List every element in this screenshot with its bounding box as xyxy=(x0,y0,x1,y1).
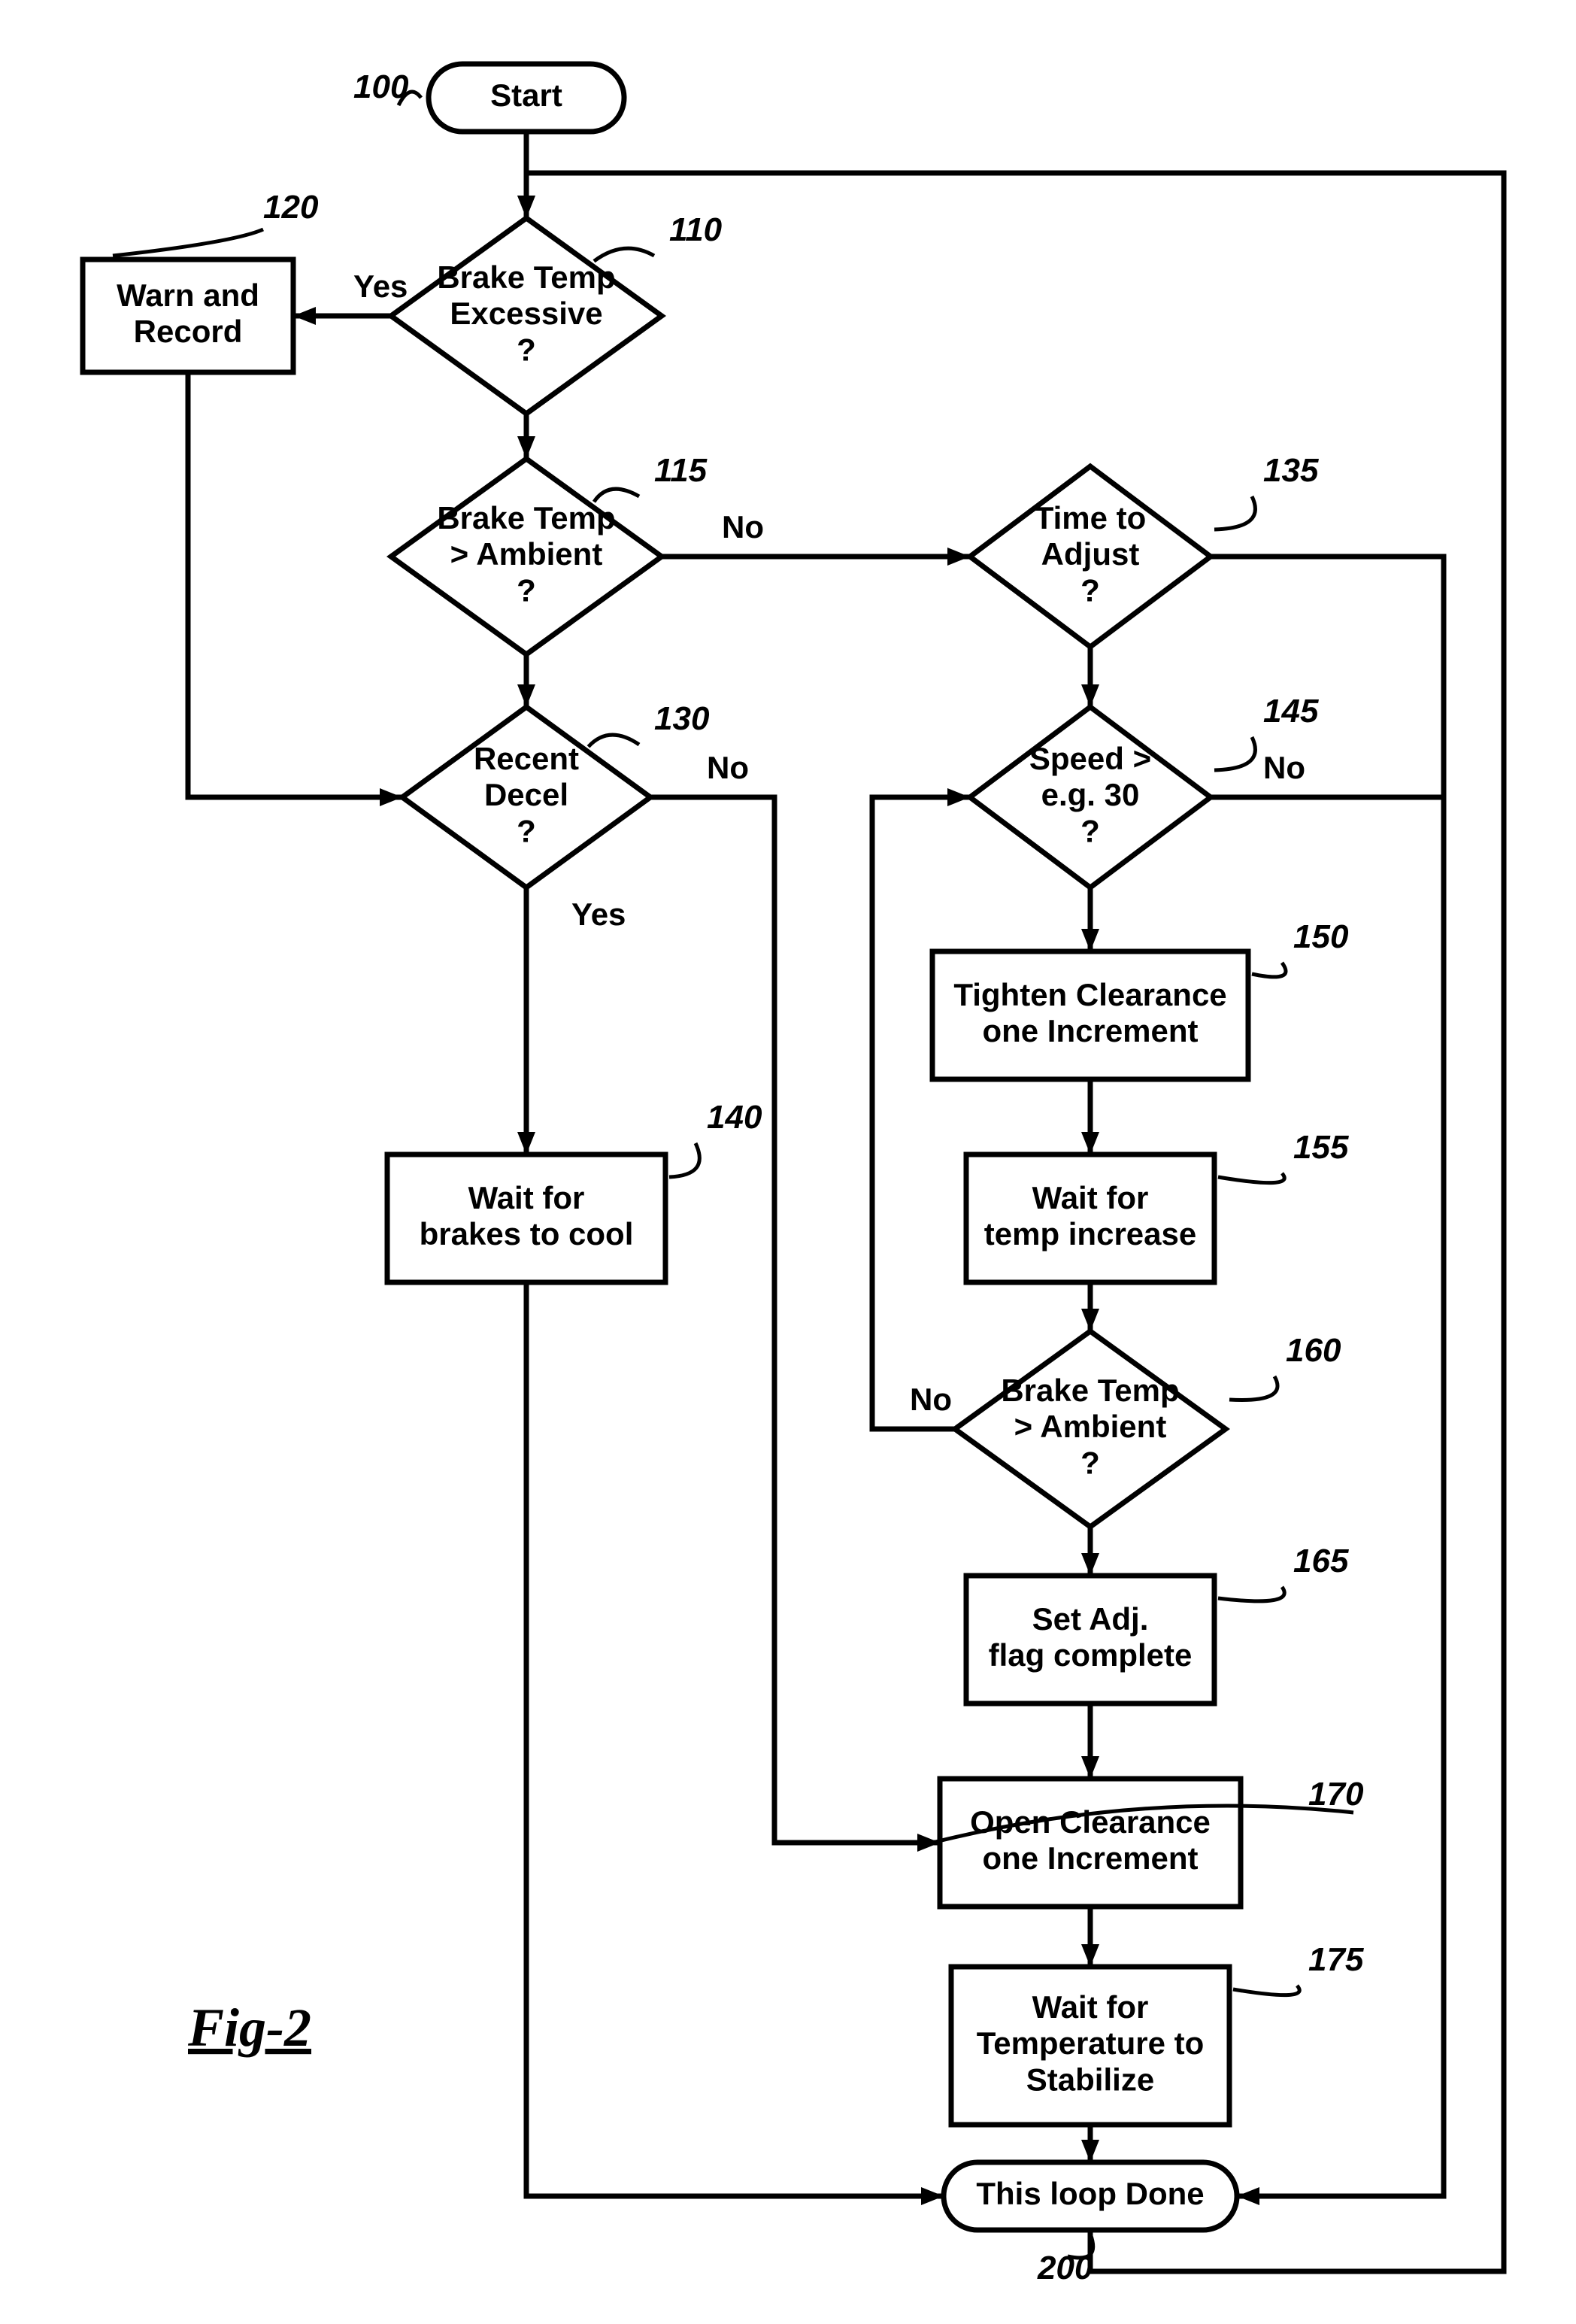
node-n100: Start xyxy=(429,64,624,132)
node-text: > Ambient xyxy=(450,536,603,572)
node-text: Start xyxy=(490,77,562,113)
node-text: ? xyxy=(1080,1445,1100,1480)
svg-text:Yes: Yes xyxy=(353,269,408,304)
node-text: > Ambient xyxy=(1014,1409,1167,1444)
node-n155: Wait fortemp increase xyxy=(966,1154,1214,1282)
ref-label: 115 xyxy=(654,452,708,489)
ref-label: 160 xyxy=(1286,1332,1341,1369)
ref-label: 140 xyxy=(707,1099,762,1136)
node-text: brakes to cool xyxy=(420,1216,634,1252)
node-text: Brake Temp xyxy=(1001,1373,1179,1408)
node-text: Warn and xyxy=(117,278,259,313)
node-text: Excessive xyxy=(450,296,602,331)
node-text: Wait for xyxy=(1032,1180,1149,1215)
svg-text:No: No xyxy=(722,509,764,545)
ref-label: 150 xyxy=(1293,918,1349,955)
ref-label: 155 xyxy=(1293,1129,1349,1166)
node-text: Adjust xyxy=(1041,536,1140,572)
node-n150: Tighten Clearanceone Increment xyxy=(932,951,1248,1079)
node-text: ? xyxy=(1080,572,1100,608)
ref-label: 130 xyxy=(654,700,710,737)
node-text: Speed > xyxy=(1029,741,1151,776)
node-n200: This loop Done xyxy=(944,2162,1237,2230)
ref-label: 145 xyxy=(1263,693,1319,730)
node-text: Wait for xyxy=(468,1180,585,1215)
svg-text:No: No xyxy=(910,1382,952,1417)
node-text: Brake Temp xyxy=(437,259,615,295)
ref-label: 200 xyxy=(1037,2250,1093,2286)
node-text: Brake Temp xyxy=(437,500,615,535)
node-text: ? xyxy=(517,572,536,608)
node-text: Tighten Clearance xyxy=(953,977,1226,1012)
svg-text:No: No xyxy=(1263,750,1305,785)
node-text: Wait for xyxy=(1032,1989,1149,2025)
ref-label: 110 xyxy=(669,211,723,248)
node-text: flag complete xyxy=(989,1637,1193,1673)
svg-text:No: No xyxy=(707,750,749,785)
ref-label: 135 xyxy=(1263,452,1319,489)
node-text: e.g. 30 xyxy=(1041,777,1140,812)
node-text: Set Adj. xyxy=(1032,1601,1149,1637)
node-n120: Warn andRecord xyxy=(83,259,293,372)
node-n165: Set Adj.flag complete xyxy=(966,1576,1214,1704)
node-n145: Speed >e.g. 30? xyxy=(970,707,1211,887)
figure-label: Fig-2 xyxy=(187,1998,311,2058)
node-text: one Increment xyxy=(982,1840,1198,1876)
ref-label: 165 xyxy=(1293,1543,1349,1579)
svg-text:Yes: Yes xyxy=(571,897,626,932)
ref-label: 120 xyxy=(263,189,319,226)
node-text: temp increase xyxy=(984,1216,1196,1252)
node-text: Decel xyxy=(484,777,568,812)
node-n135: Time toAdjust? xyxy=(970,466,1211,647)
node-n160: Brake Temp> Ambient? xyxy=(955,1331,1226,1527)
node-text: Recent xyxy=(474,741,579,776)
node-text: Stabilize xyxy=(1026,2062,1154,2097)
ref-label: 170 xyxy=(1308,1776,1364,1813)
ref-label: 175 xyxy=(1308,1941,1364,1978)
node-text: ? xyxy=(1080,813,1100,848)
node-text: Open Clearance xyxy=(970,1804,1211,1840)
node-text: Temperature to xyxy=(977,2025,1205,2061)
node-n175: Wait forTemperature toStabilize xyxy=(951,1967,1229,2125)
node-text: one Increment xyxy=(982,1013,1198,1048)
node-text: Record xyxy=(134,314,243,349)
node-n170: Open Clearanceone Increment xyxy=(940,1779,1241,1907)
node-text: This loop Done xyxy=(976,2176,1204,2211)
node-n140: Wait forbrakes to cool xyxy=(387,1154,665,1282)
node-text: ? xyxy=(517,332,536,367)
node-text: Time to xyxy=(1035,500,1147,535)
node-text: ? xyxy=(517,813,536,848)
